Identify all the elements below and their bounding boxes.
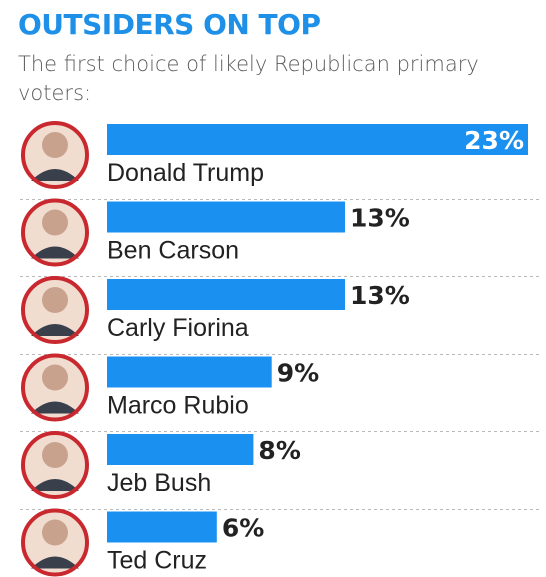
portrait-head — [42, 519, 68, 546]
portrait-shoulders — [31, 324, 79, 336]
portrait-ted-cruz — [21, 508, 89, 577]
portrait-shoulders — [31, 169, 79, 181]
value-label-marco-rubio: 9% — [277, 359, 319, 388]
portrait-donald-trump — [21, 121, 89, 189]
bar-marco-rubio — [107, 356, 272, 388]
portrait-head — [42, 364, 68, 391]
value-label-jeb-bush: 8% — [258, 436, 300, 465]
category-label-jeb-bush: Jeb Bush — [107, 469, 211, 497]
portrait-marco-rubio — [21, 353, 89, 422]
portrait-head — [42, 442, 68, 468]
chart-title: OUTSIDERS ON TOP — [18, 8, 321, 41]
category-label-ben-carson: Ben Carson — [107, 237, 239, 265]
chart-subtitle: The first choice of likely Republican pr… — [18, 52, 479, 105]
portrait-head — [42, 209, 68, 236]
value-label-donald-trump: 23% — [464, 126, 524, 155]
bar-carly-fiorina — [107, 279, 345, 310]
portrait-head — [42, 287, 68, 313]
bar-jeb-bush — [107, 434, 254, 465]
category-label-donald-trump: Donald Trump — [107, 159, 264, 187]
portrait-shoulders — [31, 246, 79, 259]
value-label-ted-cruz: 6% — [222, 514, 264, 543]
portrait-shoulders — [31, 401, 79, 414]
portrait-carly-fiorina — [21, 276, 89, 344]
value-label-carly-fiorina: 13% — [350, 281, 410, 310]
bar-ted-cruz — [107, 511, 217, 543]
value-label-ben-carson: 13% — [350, 204, 410, 233]
portrait-shoulders — [31, 479, 79, 491]
portrait-ben-carson — [21, 198, 89, 267]
portrait-jeb-bush — [21, 431, 89, 499]
portrait-shoulders — [31, 556, 79, 569]
category-label-carly-fiorina: Carly Fiorina — [107, 314, 249, 342]
category-label-marco-rubio: Marco Rubio — [107, 392, 249, 420]
bar-donald-trump — [107, 124, 528, 155]
portrait-head — [42, 132, 68, 158]
category-label-ted-cruz: Ted Cruz — [107, 547, 207, 575]
bar-ben-carson — [107, 201, 345, 233]
